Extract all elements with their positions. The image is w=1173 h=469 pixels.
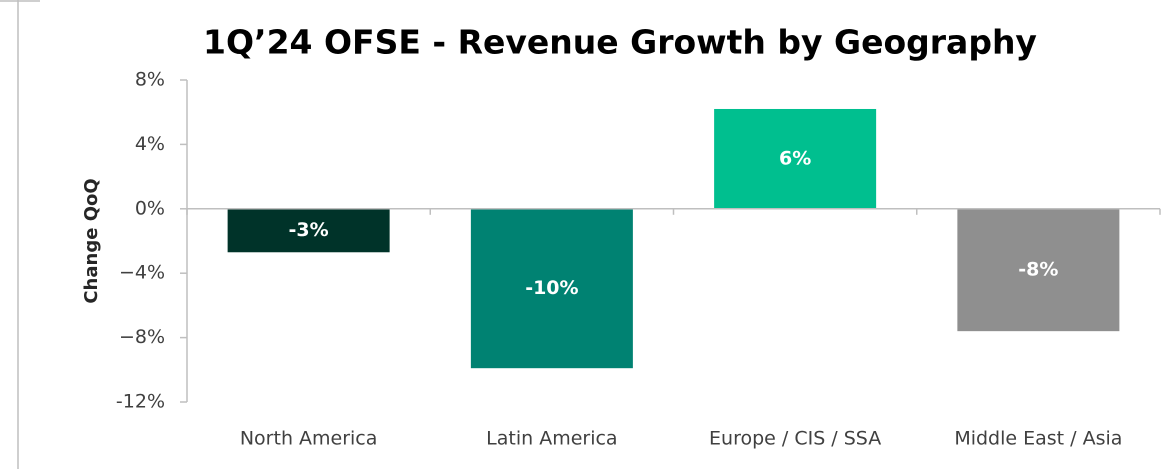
- y-tick-label: −8%: [119, 326, 165, 348]
- chart-title: 1Q’24 OFSE - Revenue Growth by Geography: [203, 23, 1037, 62]
- y-tick-label: −4%: [119, 262, 165, 284]
- bar: [957, 208, 1120, 332]
- value-label: -8%: [1018, 258, 1058, 280]
- y-axis-title: Change QoQ: [81, 178, 102, 303]
- value-label: 6%: [779, 147, 811, 169]
- y-tick-label: 8%: [135, 69, 165, 91]
- bar: [714, 108, 877, 209]
- y-tick-label: -12%: [116, 391, 165, 413]
- x-tick-label: North America: [240, 428, 378, 450]
- y-tick-label: 0%: [135, 197, 165, 219]
- x-tick-label: Middle East / Asia: [954, 428, 1122, 450]
- y-tick-label: 4%: [135, 133, 165, 155]
- x-tick-label: Latin America: [486, 428, 617, 450]
- value-label: -3%: [289, 219, 329, 241]
- bar: [227, 208, 390, 253]
- bar: [470, 208, 633, 369]
- value-label: -10%: [525, 277, 578, 299]
- x-tick-label: Europe / CIS / SSA: [709, 428, 881, 450]
